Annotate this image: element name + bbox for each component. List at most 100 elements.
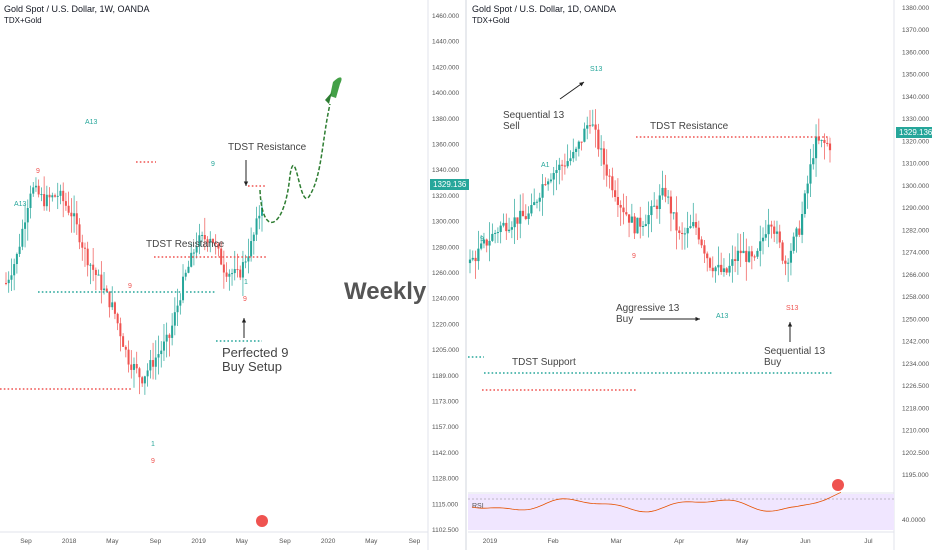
candle-body — [496, 232, 500, 234]
candle-body — [510, 227, 513, 230]
candle-body — [675, 212, 678, 231]
candle-body — [764, 234, 767, 238]
candle-body — [622, 207, 625, 213]
x-tick-label: 2020 — [321, 538, 336, 545]
ann-tdst-resistance-right: TDST Resistance — [650, 121, 729, 132]
candle-body — [165, 334, 168, 342]
candle-body — [146, 370, 149, 377]
y-tick-label: 1173.000 — [432, 399, 459, 406]
candle-body — [678, 230, 681, 233]
candle-body — [94, 269, 97, 276]
rsi-line — [471, 492, 842, 513]
candle-body — [591, 124, 594, 126]
y-tick-label: 1195.000 — [902, 472, 929, 479]
y-tick-label: 1420.000 — [432, 64, 459, 71]
y-tick-label: 1320.000 — [902, 138, 929, 145]
candle-body — [75, 213, 78, 225]
candle-body — [244, 261, 247, 263]
candle-body — [672, 212, 675, 214]
candle-body — [711, 267, 714, 272]
candle-body — [480, 243, 483, 249]
candle-body — [519, 210, 522, 224]
candle-body — [261, 207, 263, 216]
y-tick-label: 1340.000 — [432, 167, 459, 174]
rsi-tick-label: 40.0000 — [902, 517, 926, 524]
candle-body — [759, 241, 762, 251]
candle-body — [78, 224, 81, 243]
candle-body — [83, 247, 86, 249]
candle-body — [70, 212, 73, 217]
candle-body — [143, 376, 146, 384]
candle-body — [583, 128, 586, 142]
x-tick-label: Sep — [409, 538, 421, 545]
candle-body — [485, 239, 488, 246]
candle-body — [488, 240, 491, 246]
candle-body — [24, 222, 27, 229]
marker-a1: A1 — [541, 162, 550, 169]
y-tick-label: 1189.000 — [432, 373, 459, 380]
candle-body — [516, 217, 519, 224]
y-tick-label: 1115.000 — [432, 501, 459, 508]
candle-body — [533, 202, 536, 206]
candle-body — [231, 273, 234, 275]
candle-body — [714, 267, 717, 272]
candle-body — [580, 141, 583, 143]
candle-body — [7, 279, 10, 284]
x-tick-label: 2018 — [62, 538, 77, 545]
candle-body — [477, 248, 480, 262]
candle-body — [471, 257, 474, 260]
candle-body — [190, 252, 193, 267]
candle-body — [233, 269, 236, 274]
candle-body — [694, 222, 698, 228]
candle-body — [661, 187, 664, 196]
rsi-label: RSI — [472, 503, 484, 510]
candle-body — [823, 139, 826, 143]
candle-body — [761, 237, 765, 242]
candle-body — [222, 264, 225, 273]
candle-body — [602, 148, 606, 165]
candle-body — [809, 164, 812, 184]
candle-body — [133, 363, 135, 370]
candle-body — [594, 124, 597, 130]
y-tick-label: 1226.500 — [902, 383, 929, 390]
candle-body — [154, 357, 157, 367]
candle-body — [689, 226, 692, 228]
candle-body — [686, 227, 689, 234]
candle-body — [43, 194, 46, 207]
candle-body — [64, 201, 67, 206]
candle-body — [664, 187, 667, 197]
candle-body — [781, 242, 784, 261]
candle-body — [29, 193, 32, 208]
candle-body — [563, 165, 566, 167]
candle-body — [800, 214, 804, 235]
x-tick-label: Jul — [864, 538, 873, 545]
candle-body — [474, 257, 477, 262]
candle-body — [750, 251, 753, 257]
candle-body — [157, 354, 160, 358]
candle-body — [100, 274, 103, 291]
candle-body — [703, 245, 706, 254]
candle-body — [173, 312, 176, 326]
candle-body — [560, 164, 564, 166]
marker-a13: A13 — [14, 201, 27, 208]
candle-body — [116, 313, 119, 324]
candle-body — [552, 172, 555, 180]
candle-body — [184, 272, 187, 277]
candle-body — [795, 228, 798, 237]
candle-body — [608, 175, 611, 177]
candle-body — [10, 275, 13, 280]
candle-body — [247, 256, 250, 262]
candle-body — [722, 268, 726, 273]
candle-body — [13, 264, 16, 276]
candle-body — [700, 239, 703, 246]
candle-body — [734, 259, 737, 261]
x-tick-label: Feb — [547, 538, 559, 545]
candle-body — [62, 190, 65, 202]
candle-body — [566, 161, 569, 167]
candle-body — [697, 227, 700, 240]
candle-body — [753, 256, 756, 258]
y-tick-label: 1240.000 — [432, 296, 459, 303]
candle-body — [209, 238, 212, 243]
